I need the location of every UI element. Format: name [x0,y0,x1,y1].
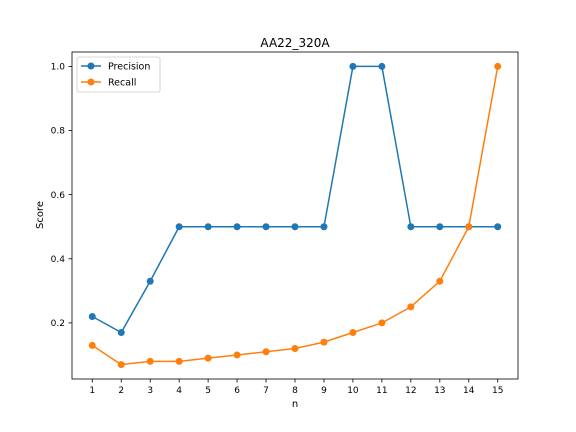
y-axis-label: Score [35,201,46,229]
recall-point [494,62,502,70]
precision-point [233,223,241,231]
y-tick-label: 1.0 [51,63,66,73]
legend-recall-marker [87,78,95,86]
legend-precision-label: Precision [108,62,150,73]
precision-point [378,62,386,70]
precision-point [175,223,183,231]
precision-point [349,62,357,70]
x-tick-label: 7 [263,386,269,396]
legend-precision-marker [87,62,95,70]
recall-point [291,345,299,353]
precision-point [291,223,299,231]
x-tick-label: 12 [405,386,416,396]
x-tick-label: 11 [376,386,387,396]
recall-point [262,348,270,356]
x-tick-label: 3 [147,386,153,396]
precision-point [436,223,444,231]
recall-point [349,329,357,337]
precision-point [204,223,212,231]
x-axis-label: n [292,399,298,410]
x-tick-label: 5 [205,386,211,396]
x-tick-label: 10 [347,386,359,396]
recall-point [233,351,241,359]
recall-point [465,223,473,231]
precision-point [117,329,125,337]
series-layer [88,62,502,369]
precision-point [494,223,502,231]
y-axis: 0.2 0.4 0.6 0.8 1.0 [51,63,72,329]
precision-point [320,223,328,231]
y-tick-label: 0.6 [51,191,66,201]
x-tick-label: 9 [321,386,327,396]
precision-point [407,223,415,231]
recall-point [320,338,328,346]
recall-point [88,341,96,349]
recall-point [117,361,125,369]
precision-point [88,312,96,320]
x-tick-label: 6 [234,386,240,396]
precision-point [146,277,154,285]
legend-recall-label: Recall [108,78,136,89]
x-tick-label: 15 [492,386,503,396]
x-tick-label: 1 [89,386,95,396]
chart-title: AA22_320A [260,36,330,50]
x-tick-label: 14 [463,386,475,396]
precision-point [262,223,270,231]
x-tick-label: 2 [118,386,124,396]
recall-point [175,357,183,365]
recall-point [204,354,212,362]
recall-point [407,303,415,311]
recall-point [378,319,386,327]
x-tick-label: 8 [292,386,298,396]
legend: Precision Recall [76,56,161,93]
x-tick-label: 13 [434,386,445,396]
y-tick-label: 0.8 [51,127,66,137]
recall-point [436,277,444,285]
x-axis: 1 2 3 4 5 6 7 8 9 10 11 12 13 14 15 [89,379,503,396]
recall-point [146,357,154,365]
x-tick-label: 4 [176,386,182,396]
y-tick-label: 0.4 [51,255,66,265]
y-tick-label: 0.2 [51,319,65,329]
